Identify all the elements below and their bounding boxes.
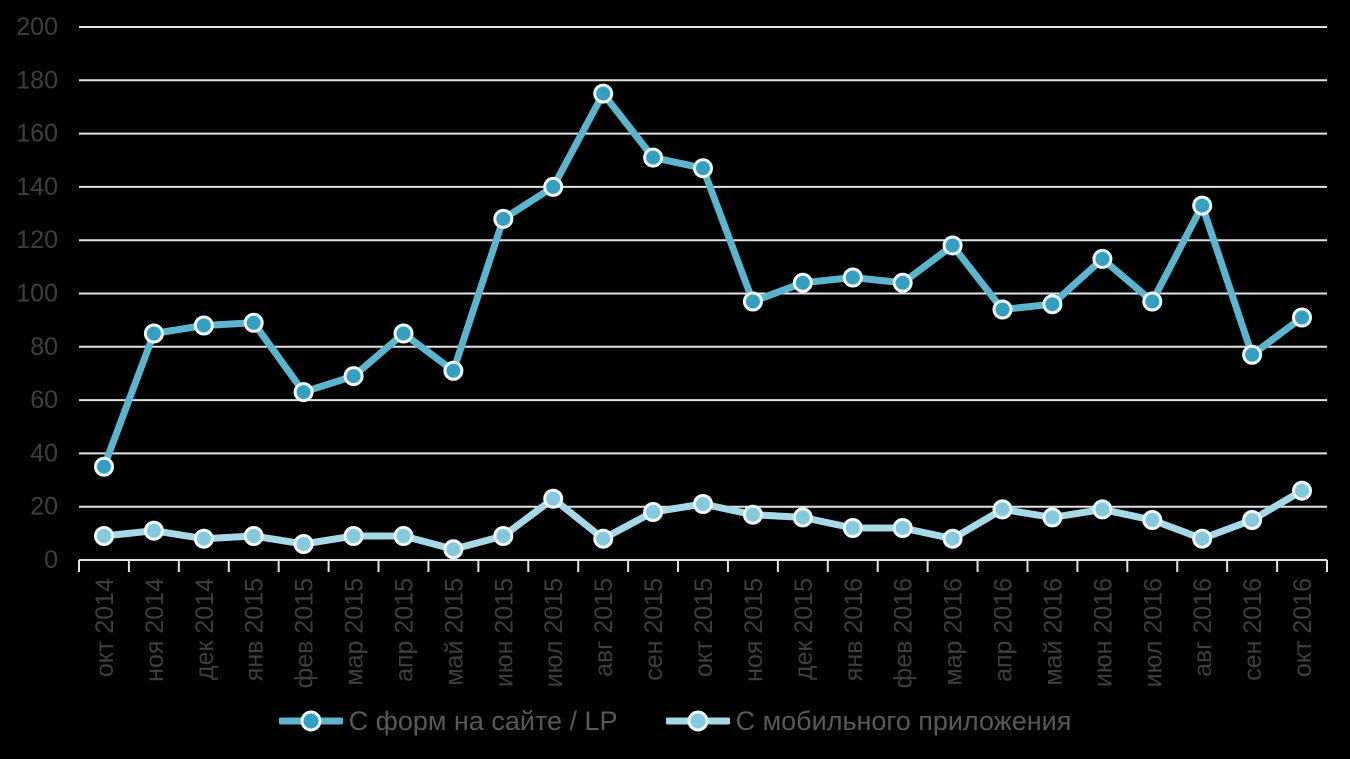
data-point-marker xyxy=(293,534,314,554)
data-point-marker xyxy=(293,382,314,403)
line-chart-plot: 0 20 40 60 80 100 120 140 160 180 200 окт 2014 ноя 2… xyxy=(16,13,1328,688)
legend-line-marker-icon xyxy=(278,710,343,732)
chart-legend: С форм на сайте / LP С мобильного прилож… xyxy=(0,698,1350,744)
data-point-marker xyxy=(992,499,1013,520)
data-point-marker xyxy=(1242,510,1263,530)
x-axis-tick-label: июн 2015 xyxy=(490,578,518,687)
x-axis-tick-label: дек 2014 xyxy=(191,578,219,680)
data-point-marker xyxy=(1292,480,1312,501)
y-axis-tick-label: 0 xyxy=(44,546,58,574)
data-point-marker xyxy=(1092,499,1113,520)
series-line-1 xyxy=(100,90,1306,471)
data-point-marker xyxy=(443,539,464,560)
data-point-marker xyxy=(1142,291,1163,312)
x-axis-tick-label: ноя 2015 xyxy=(740,578,768,682)
x-axis-tick-label: сен 2016 xyxy=(1239,578,1267,681)
x-axis-tick-label: янв 2015 xyxy=(241,578,269,681)
data-point-marker xyxy=(243,312,264,333)
y-axis-tick-label: 180 xyxy=(16,66,58,94)
data-point-marker xyxy=(1042,507,1063,528)
y-axis-tick-label: 80 xyxy=(30,333,58,361)
x-axis-tick-label: ноя 2014 xyxy=(141,578,169,682)
data-point-marker xyxy=(343,526,364,546)
x-axis-tick-label: сен 2015 xyxy=(640,578,668,681)
data-point-marker xyxy=(393,526,414,546)
data-point-marker xyxy=(493,208,514,229)
data-point-marker xyxy=(792,272,813,293)
y-axis-tick-label: 200 xyxy=(16,13,58,41)
y-axis-tick-label: 20 xyxy=(30,493,58,521)
data-point-marker xyxy=(693,158,713,179)
data-point-marker xyxy=(343,366,364,387)
x-axis-tick-label: май 2016 xyxy=(1039,578,1067,686)
y-axis-tick-label: 40 xyxy=(30,439,58,467)
x-axis-tick-label: окт 2016 xyxy=(1289,578,1317,677)
data-point-marker xyxy=(443,360,464,381)
data-point-marker xyxy=(193,315,214,336)
data-point-marker xyxy=(842,518,863,538)
data-point-marker xyxy=(493,526,514,546)
data-point-marker xyxy=(593,83,614,104)
data-point-marker xyxy=(842,267,863,288)
data-point-marker xyxy=(892,518,913,538)
y-axis-tick-label: 120 xyxy=(16,226,58,254)
x-axis-tick-label: мар 2016 xyxy=(940,578,968,686)
legend-line-marker-icon xyxy=(665,710,730,732)
y-axis-tick-label: 60 xyxy=(30,386,58,414)
data-point-marker xyxy=(393,323,414,344)
x-axis-tick-label: апр 2016 xyxy=(990,578,1018,682)
y-axis-tick-label: 140 xyxy=(16,173,58,201)
x-axis-tick-label: мар 2015 xyxy=(341,578,369,686)
data-point-marker xyxy=(643,147,664,168)
legend-label-mobile-app: С мобильного приложения xyxy=(735,705,1072,736)
x-axis-tick-label: авг 2016 xyxy=(1189,578,1217,677)
data-point-marker xyxy=(94,526,114,546)
data-point-marker xyxy=(942,235,963,256)
data-point-marker xyxy=(992,299,1013,320)
data-point-marker xyxy=(1292,307,1312,328)
data-point-marker xyxy=(243,526,264,546)
data-point-marker xyxy=(1042,294,1063,315)
x-axis-tick-label: апр 2015 xyxy=(390,578,418,682)
legend-item-site-forms: С форм на сайте / LP xyxy=(278,705,618,737)
data-point-marker xyxy=(543,488,564,509)
data-point-marker xyxy=(193,528,214,549)
data-point-marker xyxy=(742,504,763,525)
x-axis-tick-label: авг 2015 xyxy=(590,578,618,677)
data-point-marker xyxy=(1242,344,1263,365)
x-axis-tick-label: янв 2016 xyxy=(840,578,868,681)
data-point-marker xyxy=(143,323,164,344)
x-axis-tick-label: июл 2016 xyxy=(1139,578,1167,687)
y-axis-tick-label: 100 xyxy=(16,280,58,308)
data-point-marker xyxy=(1192,195,1213,216)
x-axis-tick-label: июн 2016 xyxy=(1089,578,1117,687)
data-point-marker xyxy=(1192,528,1213,549)
data-point-marker xyxy=(593,528,614,549)
legend-item-mobile-app: С мобильного приложения xyxy=(665,705,1072,737)
data-point-marker xyxy=(1142,510,1163,530)
x-axis-tick-label: июл 2015 xyxy=(540,578,568,687)
data-point-marker xyxy=(742,291,763,312)
data-point-marker xyxy=(942,528,963,549)
x-axis-tick-label: фев 2015 xyxy=(291,578,319,688)
data-point-marker xyxy=(543,176,564,197)
data-point-marker xyxy=(643,502,664,522)
x-axis-tick-label: фев 2016 xyxy=(890,578,918,688)
data-point-marker xyxy=(792,507,813,528)
legend-label-site-forms: С форм на сайте / LP xyxy=(348,705,618,736)
data-point-marker xyxy=(892,272,913,293)
x-axis-tick-label: дек 2015 xyxy=(790,578,818,680)
x-axis-tick-label: окт 2014 xyxy=(91,578,119,677)
data-point-marker xyxy=(94,456,114,477)
x-axis-tick-label: окт 2015 xyxy=(690,578,718,677)
x-axis-tick-label: май 2015 xyxy=(440,578,468,686)
y-axis-tick-label: 160 xyxy=(16,120,58,148)
data-point-marker xyxy=(1092,248,1113,269)
data-point-marker xyxy=(693,494,713,514)
data-point-marker xyxy=(143,520,164,541)
